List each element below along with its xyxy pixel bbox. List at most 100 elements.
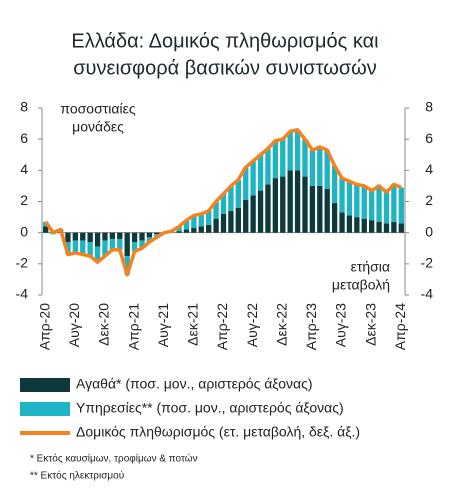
bar: [154, 232, 160, 235]
bar: [280, 139, 286, 177]
bar: [87, 242, 93, 257]
bar: [280, 176, 286, 233]
bar: [361, 218, 367, 233]
bar: [102, 240, 108, 257]
y-tick-label: 8: [20, 99, 28, 115]
x-tick-label: Απρ-21: [125, 303, 141, 350]
bar: [191, 227, 197, 233]
bar: [117, 232, 123, 239]
bar: [65, 232, 71, 243]
bar: [206, 210, 212, 225]
bar: [383, 192, 390, 224]
x-tick-label: Αυγ-20: [66, 303, 82, 347]
bar: [109, 238, 116, 250]
bar: [243, 167, 249, 200]
bar: [213, 218, 219, 233]
x-tick-label: Δεκ-22: [273, 303, 289, 346]
x-tick-label: Αυγ-21: [155, 303, 171, 347]
bar: [265, 148, 271, 185]
bar: [124, 256, 130, 275]
bar: [376, 185, 382, 222]
y-tick-label: -2: [16, 255, 29, 271]
bar: [272, 140, 279, 179]
bar: [398, 223, 404, 233]
bar: [94, 246, 101, 263]
bar: [80, 232, 86, 241]
x-tick-label: Αυγ-23: [333, 303, 349, 347]
bar: [117, 238, 123, 250]
bar: [272, 178, 279, 233]
axis-annotation: ποσοστιαίες: [60, 101, 135, 117]
x-tick-label: Δεκ-21: [185, 303, 201, 346]
x-tick-label: Απρ-22: [214, 303, 230, 350]
bar: [257, 154, 264, 191]
bar: [183, 220, 190, 230]
x-tick-label: Αυγ-22: [244, 303, 260, 347]
chart-title: Ελλάδα: Δομικός πληθωρισμός και: [71, 30, 378, 52]
bar: [265, 184, 271, 233]
bar: [124, 232, 130, 257]
y2-tick-label: 2: [425, 192, 433, 208]
bar: [368, 190, 375, 221]
bar: [383, 223, 390, 233]
bar: [250, 160, 256, 196]
bar: [176, 231, 182, 233]
bar: [361, 185, 367, 219]
bar: [302, 139, 308, 177]
bar: [72, 240, 79, 253]
y-tick-label: -4: [16, 286, 29, 302]
axis-annotation: μονάδες: [72, 119, 124, 135]
bar: [235, 207, 241, 233]
y2-tick-label: 4: [425, 161, 433, 177]
bar: [257, 190, 264, 233]
bar: [146, 237, 153, 243]
bar: [131, 242, 138, 252]
footnote: * Εκτός καυσίμων, τροφίμων & ποτών: [30, 453, 198, 465]
bar: [354, 184, 360, 218]
bar: [198, 213, 204, 227]
bar: [183, 229, 190, 233]
x-tick-label: Απρ-24: [392, 303, 408, 350]
bar: [213, 201, 219, 219]
bar: [331, 165, 338, 204]
bar: [317, 146, 323, 186]
legend-swatch: [20, 402, 70, 416]
bar: [287, 131, 293, 171]
axis-annotation: ετήσια: [351, 259, 390, 275]
bar: [80, 240, 86, 255]
bar: [235, 179, 241, 208]
x-tick-label: Απρ-23: [303, 303, 319, 350]
bar: [220, 193, 227, 214]
bar: [72, 232, 79, 241]
bar: [368, 220, 375, 233]
y-tick-label: 4: [20, 161, 28, 177]
bar: [139, 232, 145, 241]
y2-tick-label: 8: [425, 99, 433, 115]
y2-tick-label: -2: [421, 255, 434, 271]
legend-label: Υπηρεσίες** (ποσ. μον., αριστερός άξονας…: [76, 400, 344, 416]
y-tick-label: 0: [20, 223, 28, 239]
bar: [176, 226, 182, 232]
x-tick-label: Απρ-20: [36, 303, 52, 350]
y-tick-label: 2: [20, 192, 28, 208]
bar: [339, 178, 345, 213]
bar: [398, 187, 404, 224]
bar: [191, 215, 197, 228]
axis-annotation: μεταβολή: [332, 277, 390, 293]
bar: [391, 221, 397, 233]
bar: [146, 232, 153, 238]
bar: [65, 242, 71, 255]
bar: [250, 195, 256, 233]
line: [44, 128, 402, 277]
bar: [102, 232, 108, 241]
bar: [339, 212, 345, 233]
bar: [228, 185, 234, 211]
bar: [317, 185, 323, 233]
bar: [324, 189, 330, 233]
bar: [87, 232, 93, 243]
legend-label: Δομικός πληθωρισμός (ετ. μεταβολή, δεξ. …: [76, 424, 360, 440]
bar: [376, 221, 382, 233]
chart-title: συνεισφορά βασικών συνιστωσών: [73, 57, 377, 79]
y2-tick-label: 0: [425, 223, 433, 239]
y-tick-label: 6: [20, 130, 28, 146]
